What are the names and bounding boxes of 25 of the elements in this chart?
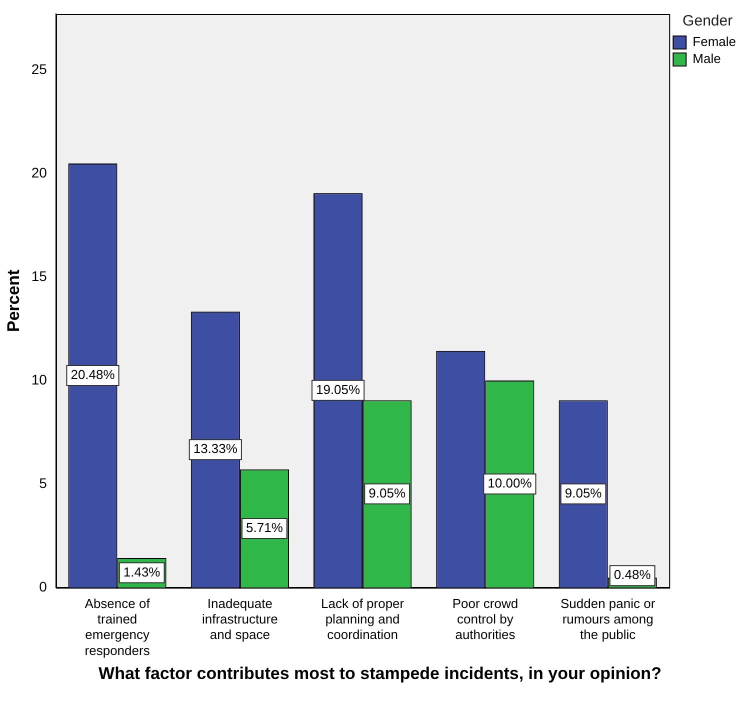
x-tick-label: Poor crowd control by authorities bbox=[452, 596, 518, 642]
data-label: 0.48% bbox=[614, 567, 652, 582]
x-tick-label: Absence of trained emergency responders bbox=[84, 596, 150, 658]
x-tick-label: Lack of proper planning and coordination bbox=[321, 596, 405, 642]
data-label: 13.33% bbox=[193, 441, 238, 456]
x-axis-title: What factor contributes most to stampede incidents, in your opinion? bbox=[98, 663, 662, 684]
legend-label: Female bbox=[692, 34, 736, 50]
data-label: 5.71% bbox=[246, 520, 284, 536]
y-tick-label: 10 bbox=[31, 371, 48, 388]
data-label: 19.05% bbox=[316, 382, 361, 397]
y-axis-title: Percent bbox=[4, 269, 23, 332]
y-tick-label: 15 bbox=[31, 268, 48, 284]
data-label: 9.05% bbox=[564, 485, 602, 500]
data-label: 1.43% bbox=[123, 564, 161, 580]
legend-title: Gender bbox=[682, 12, 733, 30]
x-tick-label: Sudden panic or rumours among the public bbox=[560, 596, 656, 642]
y-tick-label: 20 bbox=[31, 164, 48, 180]
y-tick-label: 5 bbox=[39, 474, 48, 491]
y-tick-label: 0 bbox=[39, 578, 48, 594]
y-tick-label: 25 bbox=[31, 60, 48, 77]
data-label: 9.05% bbox=[368, 485, 406, 500]
data-label: 20.48% bbox=[70, 367, 116, 382]
x-tick-label: Inadequate infrastructure and space bbox=[202, 596, 278, 642]
data-label: 10.00% bbox=[488, 476, 532, 491]
legend-label: Male bbox=[692, 51, 721, 66]
